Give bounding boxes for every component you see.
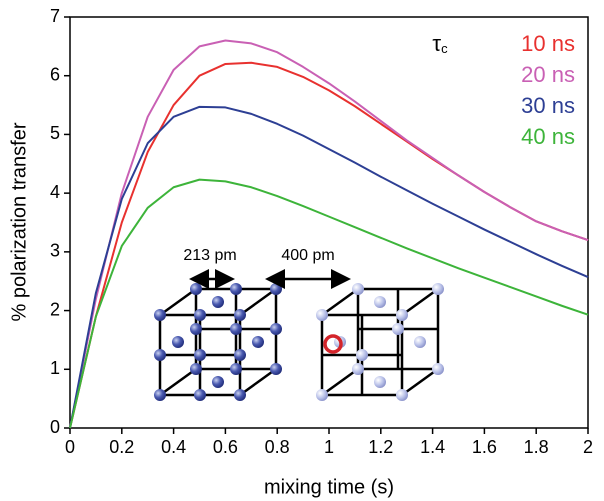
atom [270, 283, 282, 295]
atom [374, 376, 386, 388]
lattice-illustration [154, 283, 444, 401]
x-tick-label: 1.6 [472, 437, 497, 457]
y-axis-label: % polarization transfer [8, 122, 30, 321]
legend-title-main: τ [432, 31, 441, 56]
series-line [69, 105, 589, 429]
legend-label: 30 ns [521, 93, 575, 118]
atom [316, 309, 328, 321]
legend-title: τc [432, 31, 448, 57]
atom [270, 363, 282, 375]
atom [234, 349, 246, 361]
x-tick-label: 0.4 [161, 437, 186, 457]
atom [154, 349, 166, 361]
y-tick-label: 1 [50, 358, 60, 378]
atom [234, 309, 246, 321]
atom [392, 323, 404, 335]
y-tick-label: 5 [50, 123, 60, 143]
atom [414, 336, 426, 348]
series-line [69, 39, 589, 429]
atom [154, 309, 166, 321]
lattice-edge [401, 287, 439, 317]
x-axis-label: mixing time (s) [264, 476, 394, 498]
lattice-edge [321, 367, 359, 397]
atom [356, 349, 368, 361]
atom [230, 323, 242, 335]
atom [252, 336, 264, 348]
annotation: 400 pm [281, 247, 334, 264]
atom [230, 283, 242, 295]
y-tick-label: 0 [50, 417, 60, 437]
lattice-edge [159, 287, 197, 317]
y-tick-label: 7 [50, 6, 60, 26]
atom [230, 363, 242, 375]
atom [396, 309, 408, 321]
legend-label: 40 ns [521, 124, 575, 149]
atom [374, 296, 386, 308]
atom [194, 349, 206, 361]
atom [234, 389, 246, 401]
series-line [69, 178, 589, 429]
legend-label: 20 ns [521, 62, 575, 87]
x-tick-label: 1.8 [524, 437, 549, 457]
atom [172, 336, 184, 348]
x-tick-label: 1.4 [420, 437, 445, 457]
x-tick-label: 0.8 [265, 437, 290, 457]
atom [352, 363, 364, 375]
y-tick-label: 2 [50, 299, 60, 319]
atom [396, 389, 408, 401]
y-tick-label: 6 [50, 64, 60, 84]
atom [270, 323, 282, 335]
x-tick-label: 0.6 [213, 437, 238, 457]
atom [190, 283, 202, 295]
atom [190, 323, 202, 335]
plot-frame [69, 16, 589, 429]
atom [190, 363, 202, 375]
legend-title-sub: c [441, 41, 448, 56]
atom [212, 296, 224, 308]
x-tick-label: 1.2 [368, 437, 393, 457]
x-tick-label: 0.2 [109, 437, 134, 457]
atom [212, 376, 224, 388]
atom [432, 363, 444, 375]
atom [352, 283, 364, 295]
lattice-edge [239, 367, 277, 397]
atom [194, 389, 206, 401]
x-tick-label: 1 [324, 437, 334, 457]
lattice-edge [159, 367, 197, 397]
lattice-edge [321, 287, 359, 317]
atom [432, 283, 444, 295]
annotation: 213 pm [183, 247, 236, 264]
atom [194, 309, 206, 321]
x-tick-label: 0 [65, 437, 75, 457]
y-tick-label: 3 [50, 241, 60, 261]
lattice-edge [401, 367, 439, 397]
atom [154, 389, 166, 401]
labeled-atom [323, 334, 343, 354]
lattice-edge [239, 287, 277, 317]
y-tick-label: 4 [50, 182, 60, 202]
atom [316, 389, 328, 401]
legend-label: 10 ns [521, 31, 575, 56]
x-tick-label: 2 [583, 437, 593, 457]
